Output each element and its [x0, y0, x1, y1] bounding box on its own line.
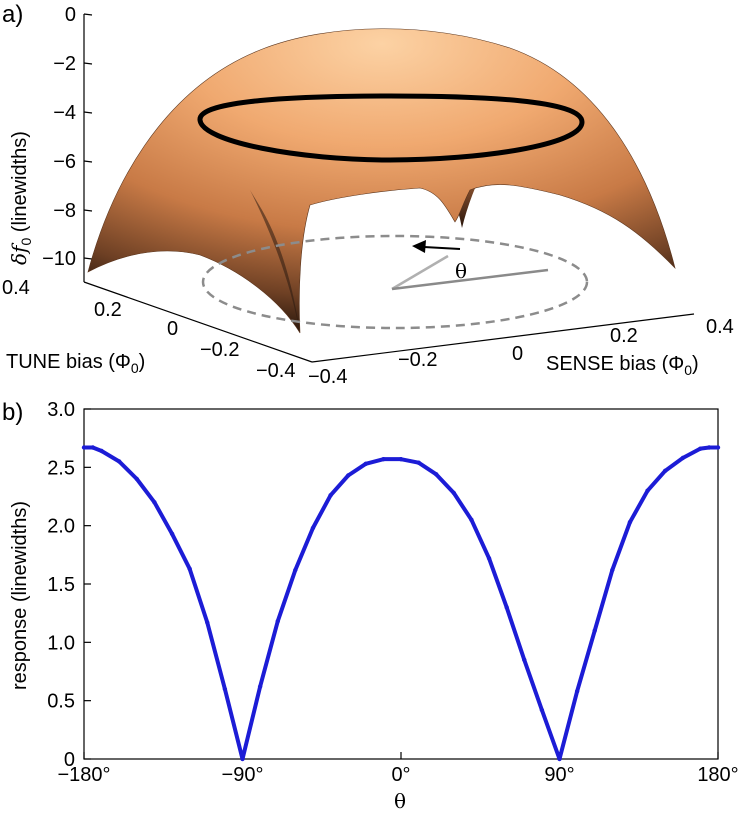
z-tick-label: −8 — [53, 200, 76, 222]
tune-tick-labels: 0.4 0.2 0 −0.2 −0.4 — [2, 277, 295, 382]
z-tick-label: −6 — [53, 151, 76, 173]
x-tick-label: 90° — [544, 764, 574, 786]
panel-b-label: b) — [2, 399, 23, 426]
tune-tick-label: −0.2 — [200, 339, 239, 361]
data-point — [257, 684, 263, 689]
data-point — [698, 446, 703, 451]
tune-tick-label: 0.4 — [2, 277, 30, 299]
data-point — [222, 686, 228, 692]
tune-axis-label: TUNE bias (Φ0) — [6, 351, 145, 376]
axes-3d-frame — [83, 14, 695, 363]
data-point — [662, 468, 668, 474]
z-tick-label: −2 — [53, 53, 76, 75]
data-point — [187, 566, 192, 572]
data-point — [486, 556, 492, 561]
theta-ray-light — [391, 254, 449, 291]
data-point — [169, 531, 175, 537]
y-tick-label: 3.0 — [47, 399, 75, 421]
theta-symbol: θ — [455, 259, 467, 283]
x-tick-label: 180° — [697, 764, 738, 786]
y-tick-label: 0 — [64, 749, 75, 771]
projection-ellipse — [201, 234, 589, 330]
data-point — [715, 445, 721, 450]
data-point — [504, 605, 509, 610]
z-tick-label: −4 — [53, 102, 76, 124]
series-group — [81, 445, 721, 762]
sense-tick-labels: −0.4 −0.2 0 0.2 0.4 — [308, 316, 734, 388]
data-point — [81, 445, 87, 450]
data-point — [328, 493, 333, 498]
y-tick-label: 1.5 — [47, 574, 75, 596]
x-axis-label: θ — [394, 789, 406, 813]
data-point — [240, 756, 245, 762]
data-point — [205, 620, 210, 625]
data-point — [363, 461, 368, 467]
data-point — [90, 445, 96, 450]
direction-arrow — [412, 240, 461, 253]
data-point — [99, 448, 104, 454]
x-tick-label: −90° — [222, 764, 264, 786]
sense-axis-line — [311, 313, 695, 363]
z-tick-label: −10 — [42, 248, 76, 270]
z-tick-label: 0 — [65, 4, 76, 26]
data-point — [706, 445, 712, 450]
panel-a: a) 0 −2 −4 −6 −8 −10 δf0 (linewidths — [2, 1, 734, 388]
response-line — [84, 445, 718, 761]
data-point — [627, 519, 633, 525]
data-point — [134, 476, 140, 482]
sense-tick-label: −0.2 — [398, 349, 437, 371]
data-point — [539, 707, 545, 713]
sense-tick-label: −0.4 — [308, 366, 347, 388]
y-tick-label: 2.0 — [47, 516, 75, 538]
z-axis-label: δf0 (linewidths) — [7, 131, 34, 265]
x-tick-label: 0° — [391, 764, 410, 786]
data-point — [416, 460, 421, 465]
panel-b: b) response (linewidths) θ −180° −90° 0° 90… — [2, 399, 739, 813]
y-ticks: 0 0.5 1.0 1.5 2.0 2.5 3.0 — [47, 399, 91, 771]
sense-tick-label: 0.2 — [610, 325, 638, 347]
plot-b-frame — [83, 408, 719, 760]
data-point — [310, 525, 316, 531]
x-ticks: −180° −90° 0° 90° 180° — [57, 752, 739, 786]
theta-ray-dark — [391, 268, 549, 291]
data-point — [680, 455, 685, 461]
tune-tick-label: −0.4 — [256, 360, 295, 382]
data-point — [152, 500, 157, 505]
data-point — [645, 488, 650, 493]
y-tick-label: 1.0 — [47, 632, 75, 654]
data-point — [574, 689, 580, 694]
data-point — [592, 628, 597, 633]
data-point — [345, 473, 351, 478]
y-tick-label: 0.5 — [47, 691, 75, 713]
x-tick-label: −180° — [57, 764, 110, 786]
data-point — [398, 456, 404, 462]
panel-a-label: a) — [2, 1, 23, 28]
sense-tick-label: 0.4 — [706, 316, 734, 338]
tune-tick-label: 0.2 — [94, 299, 122, 321]
z-tick-labels: 0 −2 −4 −6 −8 −10 — [42, 4, 76, 270]
tune-axis-line — [83, 281, 313, 363]
data-point — [522, 657, 527, 663]
data-point — [610, 567, 615, 573]
sense-axis-label: SENSE bias (Φ0) — [546, 353, 699, 378]
data-point — [381, 456, 386, 462]
tune-tick-label: 0 — [167, 318, 178, 340]
contour-ring — [197, 93, 585, 163]
z-ticks — [83, 13, 93, 260]
data-point — [557, 756, 562, 762]
data-point — [275, 619, 280, 624]
y-axis-label: response (linewidths) — [9, 501, 31, 690]
data-point — [469, 517, 474, 523]
y-tick-label: 2.5 — [47, 457, 75, 479]
data-point — [451, 490, 457, 496]
data-point — [293, 567, 298, 573]
data-point — [117, 459, 122, 464]
data-point — [434, 472, 439, 477]
sense-tick-label: 0 — [512, 343, 523, 365]
